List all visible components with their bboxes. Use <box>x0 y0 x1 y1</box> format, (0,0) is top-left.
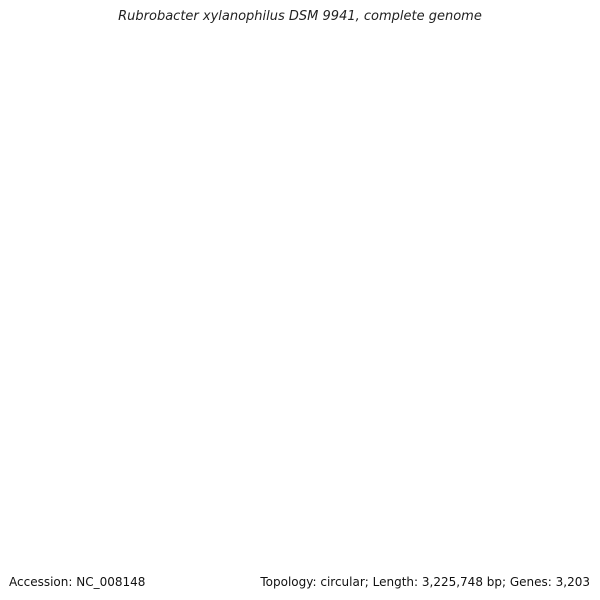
page-title: Rubrobacter xylanophilus DSM 9941, compl… <box>118 9 482 24</box>
genome-summary-text: Topology: circular; Length: 3,225,748 bp… <box>260 575 590 589</box>
accession-text: Accession: NC_008148 <box>9 575 146 589</box>
